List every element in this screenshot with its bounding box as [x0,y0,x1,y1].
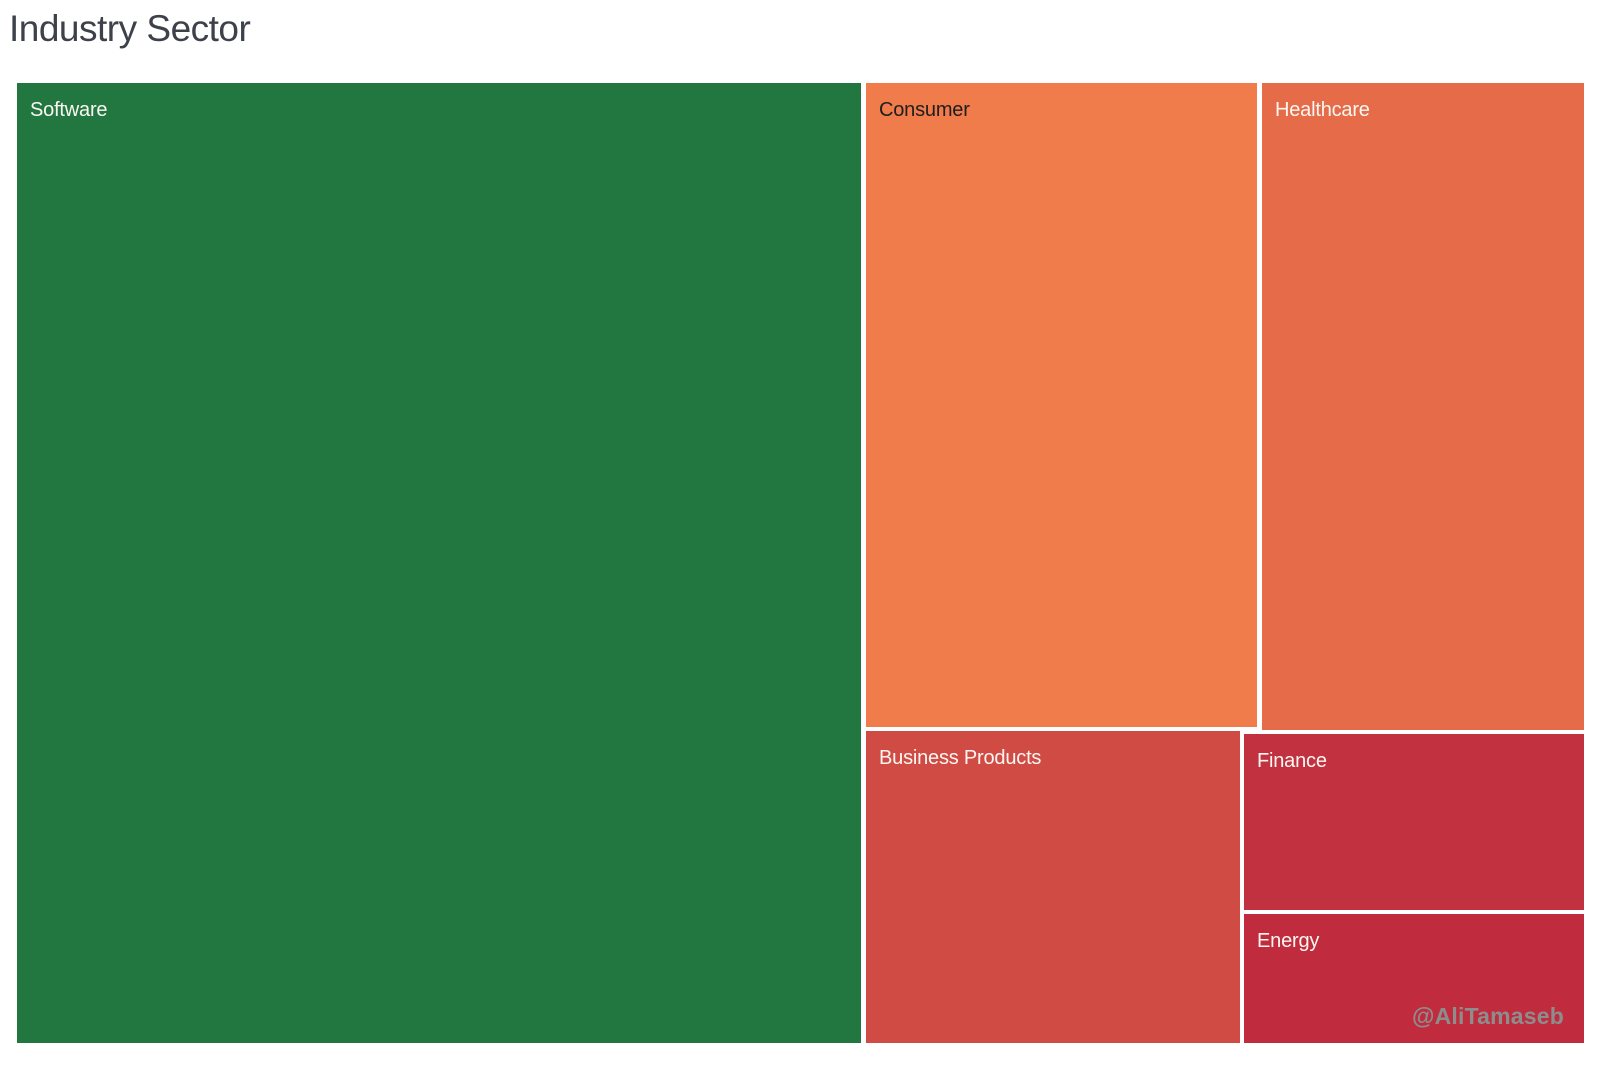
treemap-node-software[interactable]: Software [17,83,861,1043]
treemap-node-label-healthcare: Healthcare [1275,99,1370,121]
treemap-node-consumer[interactable]: Consumer [866,83,1257,727]
treemap-node-energy[interactable]: Energy [1244,914,1584,1043]
chart-title: Industry Sector [9,8,251,49]
watermark-credit: @AliTamaseb [1411,1003,1564,1029]
treemap-node-healthcare[interactable]: Healthcare [1262,83,1584,730]
treemap-node-label-business-products: Business Products [879,747,1042,769]
treemap: Software Consumer Healthcare Business Pr… [17,83,1584,1043]
treemap-node-finance[interactable]: Finance [1244,734,1584,910]
treemap-node-label-energy: Energy [1257,930,1320,952]
treemap-node-business-products[interactable]: Business Products [866,731,1240,1043]
treemap-node-label-software: Software [30,99,108,121]
treemap-node-label-consumer: Consumer [879,99,970,121]
treemap-node-label-finance: Finance [1257,750,1327,772]
